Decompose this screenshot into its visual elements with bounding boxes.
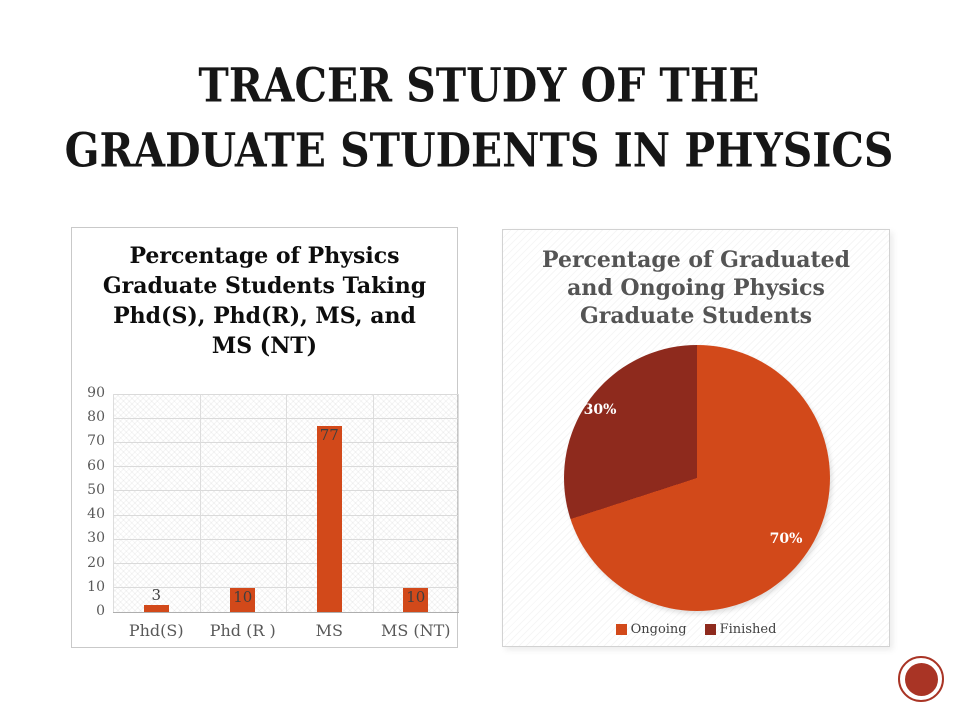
legend-swatch-finished bbox=[704, 624, 716, 635]
stamp-inner-disc bbox=[904, 662, 938, 696]
bar-msnt bbox=[403, 587, 429, 612]
y-tick-label: 90 bbox=[87, 385, 105, 401]
pie-chart-title: Percentage of Graduated and Ongoing Phys… bbox=[503, 246, 889, 330]
bar-value-label: 10 bbox=[406, 587, 426, 606]
bar-chart-card: Percentage of Physics Graduate Students … bbox=[71, 227, 459, 648]
x-category-label: Phd(S) bbox=[128, 621, 184, 640]
y-tick-label: 80 bbox=[87, 409, 105, 426]
bar-chart-title: Percentage of Physics Graduate Students … bbox=[72, 241, 457, 361]
bar-value-label: 77 bbox=[319, 425, 339, 444]
y-tick-label: 70 bbox=[87, 433, 105, 450]
pie-chart-title-line: Graduate Students bbox=[579, 303, 813, 329]
legend-item-ongoing: Ongoing bbox=[615, 622, 687, 637]
x-category-label: Phd (R ) bbox=[209, 621, 276, 640]
bar-phds bbox=[143, 604, 169, 612]
y-tick-label: 20 bbox=[87, 554, 105, 571]
pie-chart-title-line: Percentage of Graduated bbox=[542, 247, 850, 273]
bar-chart-title-line: Percentage of Physics bbox=[129, 243, 400, 269]
legend-label-ongoing: Ongoing bbox=[630, 622, 687, 637]
slide-title: TRACER STUDY OF THE GRADUATE STUDENTS IN … bbox=[24, 54, 934, 184]
x-category-label: MS (NT) bbox=[380, 621, 451, 640]
legend-item-finished: Finished bbox=[704, 622, 777, 637]
pie-legend: Ongoing Finished bbox=[503, 622, 889, 637]
y-tick-label: 40 bbox=[87, 506, 105, 523]
bar-value-label: 3 bbox=[151, 585, 162, 604]
slide-title-line1: TRACER STUDY OF THE bbox=[198, 59, 760, 114]
y-tick-label: 10 bbox=[87, 578, 105, 595]
pie-chart-title-line: and Ongoing Physics bbox=[567, 275, 825, 301]
gridline-vertical bbox=[458, 394, 459, 612]
y-tick-label: 50 bbox=[87, 481, 105, 498]
x-axis-labels: Phd(S) Phd (R ) MS MS (NT) bbox=[113, 621, 459, 640]
y-tick-label: 0 bbox=[96, 603, 105, 619]
pie-chart-card: Percentage of Graduated and Ongoing Phys… bbox=[502, 229, 890, 647]
gridline-vertical bbox=[113, 394, 114, 612]
y-tick-label: 30 bbox=[87, 530, 105, 547]
bar-chart-title-line: Phd(S), Phd(R), MS, and bbox=[113, 303, 416, 329]
bar-phdr bbox=[230, 587, 256, 612]
stamp-logo-icon bbox=[898, 656, 944, 702]
bar-chart-title-line: Graduate Students Taking bbox=[102, 273, 427, 299]
gridline-vertical bbox=[372, 394, 374, 612]
pie-slice-label-finished: 30% bbox=[583, 402, 617, 418]
plot-area: 3 10 77 10 bbox=[113, 393, 459, 613]
y-axis-labels: 90 80 70 60 50 40 30 20 10 0 bbox=[72, 385, 108, 619]
legend-label-finished: Finished bbox=[719, 622, 777, 637]
bar-chart-title-line: MS (NT) bbox=[211, 333, 318, 359]
slide-title-line2: GRADUATE STUDENTS IN PHYSICS bbox=[64, 124, 894, 179]
x-category-label: MS bbox=[315, 621, 343, 640]
bar-ms bbox=[316, 425, 342, 612]
pie-graphic bbox=[564, 345, 830, 611]
gridline-vertical bbox=[199, 394, 201, 612]
gridline-vertical bbox=[286, 394, 287, 612]
gridline-horizontal bbox=[113, 611, 459, 613]
pie-slice-label-ongoing: 70% bbox=[769, 531, 803, 547]
legend-swatch-ongoing bbox=[615, 624, 627, 635]
bar-value-label: 10 bbox=[233, 587, 253, 606]
y-tick-label: 60 bbox=[87, 457, 105, 474]
